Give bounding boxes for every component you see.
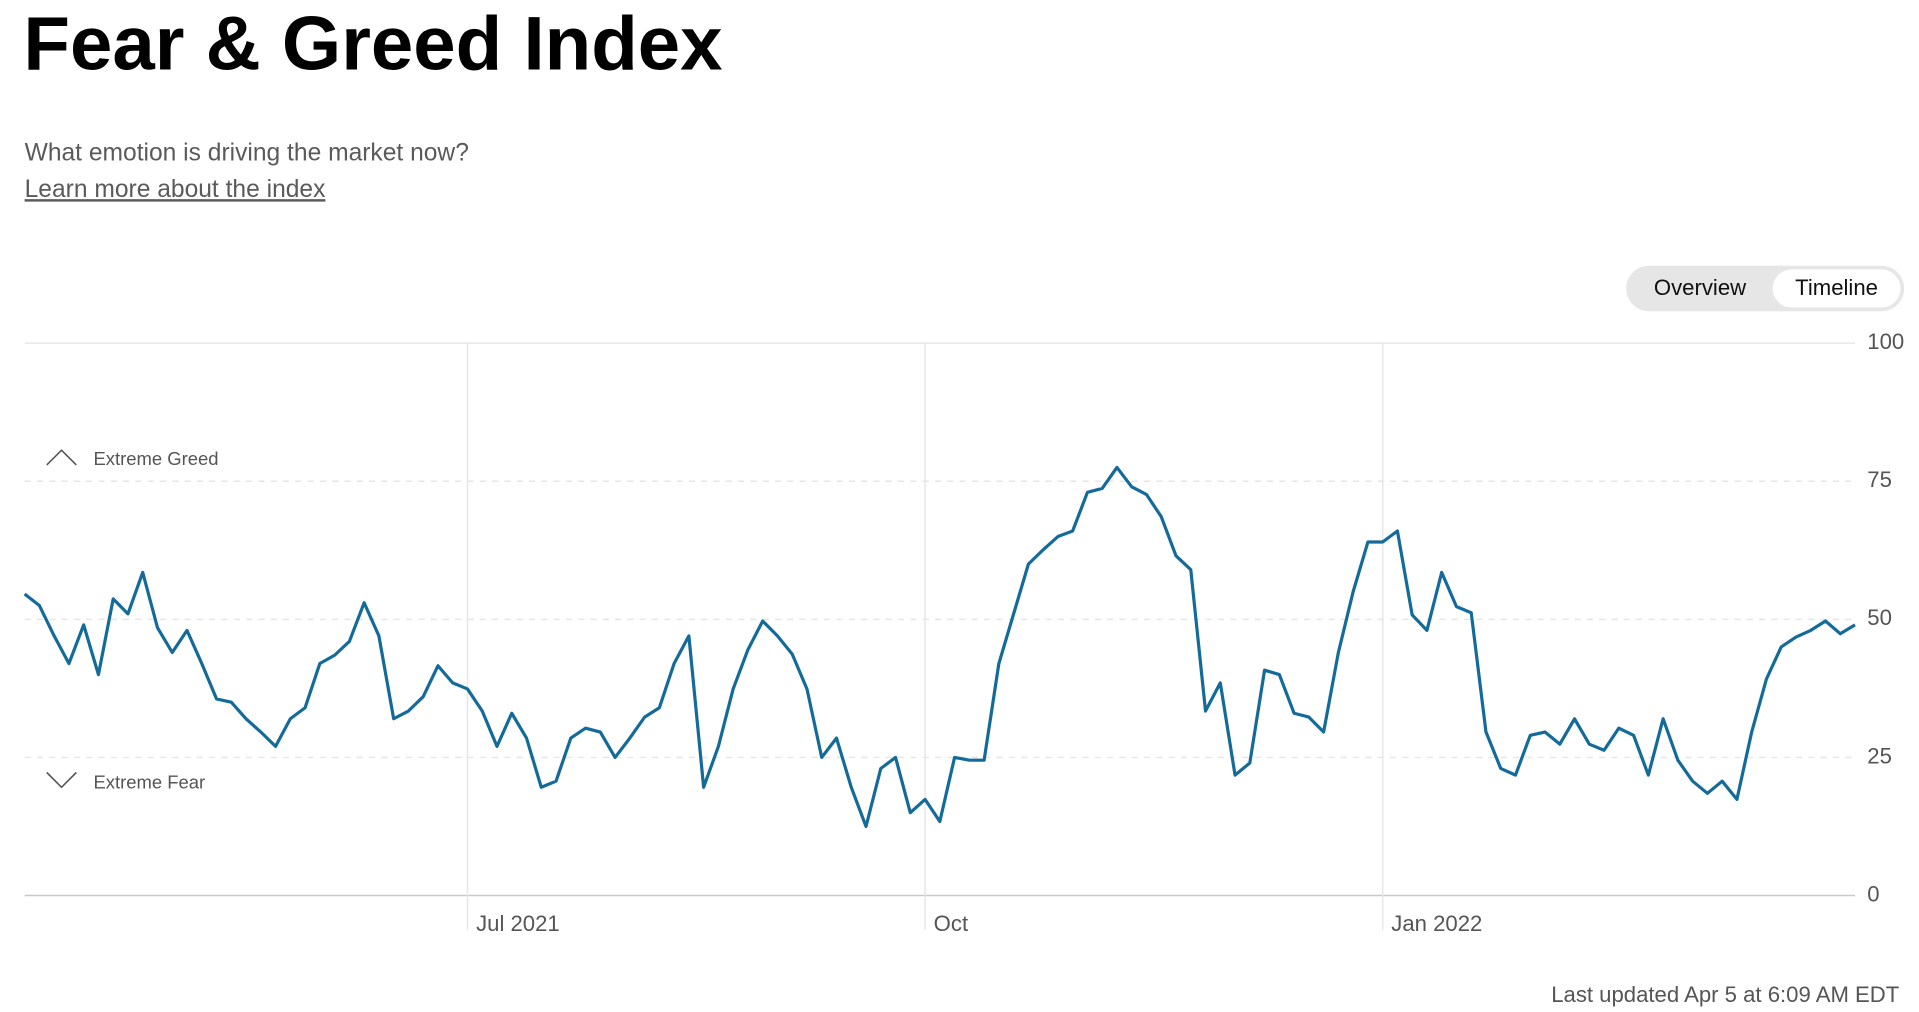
x-tick-label: Jul 2021 bbox=[476, 911, 560, 936]
y-tick-label: 50 bbox=[1867, 605, 1892, 630]
greed-arrow bbox=[46, 449, 77, 466]
plot: 0 25 50 75 100 Jul 2021 Oct Jan 2022 bbox=[23, 329, 1904, 936]
x-tick-label: Oct bbox=[934, 911, 968, 936]
toggle-option[interactable]: Timeline bbox=[1795, 275, 1878, 300]
learn-more-link[interactable]: Learn more about the index bbox=[25, 176, 326, 203]
y-tick-label: 0 bbox=[1867, 881, 1879, 906]
page-title: Fear & Greed Index bbox=[23, 1, 722, 86]
y-tick-label: 100 bbox=[1867, 329, 1904, 354]
toggle-selected bbox=[1772, 269, 1901, 308]
subtitle: What emotion is driving the market now? bbox=[25, 139, 469, 166]
y-tick-label: 75 bbox=[1867, 467, 1892, 492]
x-tick-label: Jan 2022 bbox=[1391, 911, 1482, 936]
index-line bbox=[23, 465, 1856, 829]
y-tick-label: 25 bbox=[1867, 743, 1892, 768]
toggle-option[interactable]: Overview bbox=[1654, 275, 1747, 300]
fear-arrow bbox=[46, 771, 77, 789]
extreme-fear-label: Extreme Fear bbox=[94, 771, 206, 792]
toggle: Overview Timeline bbox=[1654, 269, 1901, 308]
extreme-greed-label: Extreme Greed bbox=[94, 448, 219, 469]
last-updated: Last updated Apr 5 at 6:09 AM EDT bbox=[1551, 982, 1899, 1007]
